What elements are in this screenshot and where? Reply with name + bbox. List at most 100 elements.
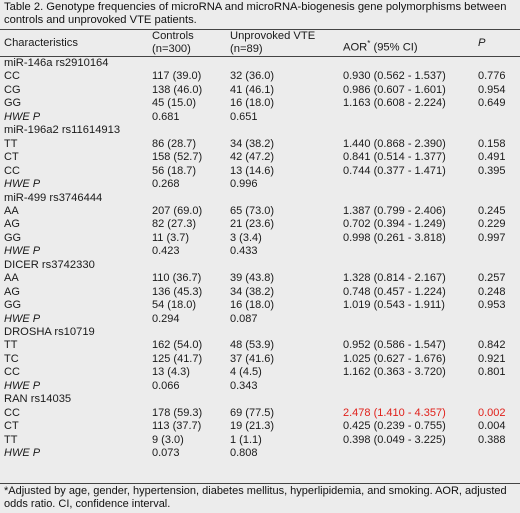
header-aor: AOR* (95% CI) [343, 37, 418, 55]
genotype-cell: AG [4, 285, 20, 298]
section-title: miR-499 rs3746444 [4, 191, 103, 204]
aor-cell: 0.930 (0.562 - 1.537) [343, 70, 446, 83]
aor-cell: 0.986 (0.607 - 1.601) [343, 83, 446, 96]
section-title: miR-196a2 rs11614913 [4, 124, 121, 137]
aor-cell: 2.478 (1.410 - 4.357) [343, 406, 446, 419]
p-value-cell: 0.248 [478, 285, 506, 298]
vte-cell: 1 (1.1) [230, 433, 262, 446]
genotype-cell: CC [4, 164, 20, 177]
table-row: TC 125 (41.7) 37 (41.6) 1.025 (0.627 - 1.67… [0, 353, 520, 366]
aor-cell: 1.163 (0.608 - 2.224) [343, 97, 446, 110]
hwe-label: HWE P [4, 178, 41, 191]
aor-cell: 0.702 (0.394 - 1.249) [343, 218, 446, 231]
hwe-vte: 0.087 [230, 312, 258, 325]
table-caption: Table 2. Genotype frequencies of microRN… [4, 1, 507, 26]
hwe-controls: 0.073 [152, 447, 180, 460]
section-title: DICER rs3742330 [4, 258, 95, 271]
vte-cell: 37 (41.6) [230, 352, 275, 365]
hwe-label: HWE P [4, 447, 41, 460]
table-row: GG 45 (15.0) 16 (18.0) 1.163 (0.608 - 2.224… [0, 97, 520, 110]
genotype-cell: TT [4, 339, 18, 352]
header-aor-ci: (95% CI) [370, 41, 418, 54]
genotype-cell: CC [4, 366, 20, 379]
table-row: CT 158 (52.7) 42 (47.2) 0.841 (0.514 - 1.37… [0, 151, 520, 164]
genotype-cell: AA [4, 204, 19, 217]
table-row: CT 113 (37.7) 19 (21.3) 0.425 (0.239 - 0.75… [0, 420, 520, 433]
aor-cell: 0.998 (0.261 - 3.818) [343, 231, 446, 244]
p-value-cell: 0.953 [478, 299, 506, 312]
p-value-cell: 0.954 [478, 83, 506, 96]
table-row: CG 138 (46.0) 41 (46.1) 0.986 (0.607 - 1.60… [0, 84, 520, 97]
table-row: CC 178 (59.3) 69 (77.5) 2.478 (1.410 - 4.35… [0, 407, 520, 420]
hwe-label: HWE P [4, 379, 41, 392]
header-vte-n: (n=89) [230, 43, 263, 55]
vte-cell: 34 (38.2) [230, 285, 275, 298]
table-row: CC 56 (18.7) 13 (14.6) 0.744 (0.377 - 1.471… [0, 165, 520, 178]
p-value-cell: 0.776 [478, 70, 506, 83]
hwe-row: HWE P 0.681 0.651 [0, 111, 520, 124]
genotype-cell: GG [4, 299, 22, 312]
hwe-vte: 0.808 [230, 447, 258, 460]
vte-cell: 16 (18.0) [230, 97, 275, 110]
hwe-label: HWE P [4, 110, 41, 123]
controls-cell: 113 (37.7) [152, 420, 202, 433]
header-rule [0, 56, 520, 57]
header-p: P [478, 37, 486, 49]
genotype-cell: CG [4, 83, 21, 96]
vte-cell: 32 (36.0) [230, 70, 275, 83]
genotype-cell: AG [4, 218, 20, 231]
p-value-cell: 0.395 [478, 164, 506, 177]
vte-cell: 39 (43.8) [230, 272, 275, 285]
genotype-cell: CC [4, 406, 20, 419]
hwe-label: HWE P [4, 312, 41, 325]
genotype-cell: TT [4, 137, 18, 150]
vte-cell: 13 (14.6) [230, 164, 275, 177]
hwe-vte: 0.996 [230, 178, 258, 191]
aor-cell: 1.162 (0.363 - 3.720) [343, 366, 446, 379]
vte-cell: 3 (3.4) [230, 231, 262, 244]
vte-cell: 48 (53.9) [230, 339, 275, 352]
hwe-row: HWE P 0.423 0.433 [0, 245, 520, 258]
vte-cell: 16 (18.0) [230, 299, 275, 312]
p-value-cell: 0.801 [478, 366, 506, 379]
table-row: GG 54 (18.0) 16 (18.0) 1.019 (0.543 - 1.911… [0, 299, 520, 312]
table-row: AA 207 (69.0) 65 (73.0) 1.387 (0.799 - 2.40… [0, 205, 520, 218]
hwe-row: HWE P 0.066 0.343 [0, 380, 520, 393]
aor-cell: 1.440 (0.868 - 2.390) [343, 137, 446, 150]
vte-cell: 21 (23.6) [230, 218, 275, 231]
table-row: AA 110 (36.7) 39 (43.8) 1.328 (0.814 - 2.16… [0, 272, 520, 285]
p-value-cell: 0.229 [478, 218, 506, 231]
genotype-cell: CT [4, 420, 19, 433]
controls-cell: 11 (3.7) [152, 231, 190, 244]
vte-cell: 69 (77.5) [230, 406, 275, 419]
hwe-controls: 0.294 [152, 312, 180, 325]
hwe-row: HWE P 0.294 0.087 [0, 313, 520, 326]
controls-cell: 117 (39.0) [152, 70, 202, 83]
p-value-cell: 0.257 [478, 272, 506, 285]
header-controls-n: (n=300) [152, 43, 191, 55]
aor-cell: 0.748 (0.457 - 1.224) [343, 285, 446, 298]
genotype-cell: TC [4, 352, 19, 365]
header-controls: Controls (n=300) [152, 30, 194, 56]
controls-cell: 136 (45.3) [152, 285, 203, 298]
aor-cell: 0.841 (0.514 - 1.377) [343, 151, 446, 164]
header-characteristics: Characteristics [4, 37, 78, 49]
section-title: DROSHA rs10719 [4, 326, 95, 338]
controls-cell: 13 (4.3) [152, 366, 190, 379]
aor-cell: 0.398 (0.049 - 3.225) [343, 433, 446, 446]
aor-cell: 0.744 (0.377 - 1.471) [343, 164, 446, 177]
top-rule [0, 29, 520, 30]
header-row: Characteristics Controls (n=300) Unprovo… [0, 30, 520, 55]
table-row: TT 86 (28.7) 34 (38.2) 1.440 (0.868 - 2.390… [0, 138, 520, 151]
controls-cell: 207 (69.0) [152, 204, 203, 217]
vte-cell: 19 (21.3) [230, 420, 275, 433]
genotype-cell: GG [4, 231, 22, 244]
p-value-cell: 0.004 [478, 420, 506, 433]
table-row: AG 136 (45.3) 34 (38.2) 0.748 (0.457 - 1.22… [0, 286, 520, 299]
controls-cell: 86 (28.7) [152, 137, 197, 150]
hwe-row: HWE P 0.073 0.808 [0, 447, 520, 460]
vte-cell: 65 (73.0) [230, 204, 275, 217]
table-row: TT 9 (3.0) 1 (1.1) 0.398 (0.049 - 3.225) 0.3… [0, 434, 520, 447]
table-footnote: *Adjusted by age, gender, hypertension, … [4, 485, 507, 510]
